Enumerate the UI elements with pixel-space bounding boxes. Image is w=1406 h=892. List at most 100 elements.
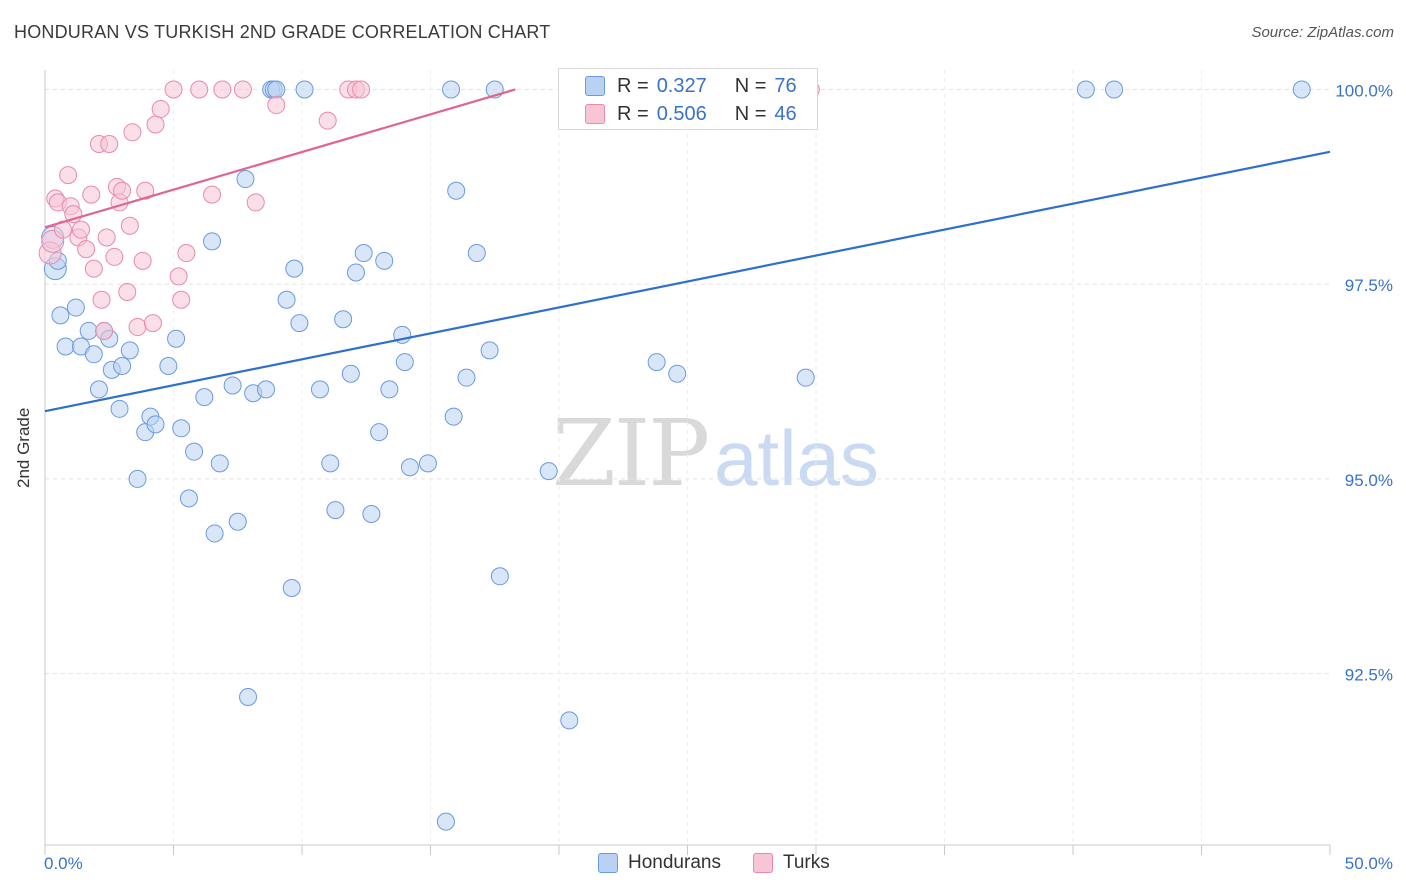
- honduran-point: [447, 181, 466, 200]
- honduran-point: [159, 356, 178, 375]
- honduran-point: [110, 399, 129, 418]
- turks-trend-line: [44, 88, 516, 229]
- r-label: R =: [617, 74, 649, 97]
- turks-swatch: [585, 104, 605, 124]
- honduran-point: [285, 259, 304, 278]
- honduran-point: [66, 298, 85, 317]
- honduran-point: [467, 244, 486, 263]
- legend-item-turks[interactable]: Turks: [752, 852, 830, 874]
- honduran-point: [51, 306, 70, 325]
- turk-point: [190, 80, 209, 99]
- honduran-point: [375, 251, 394, 270]
- honduran-point: [668, 364, 687, 383]
- turk-point: [95, 321, 114, 340]
- honduran-point: [120, 341, 139, 360]
- turk-point: [97, 228, 116, 247]
- chart-title: HONDURAN VS TURKISH 2ND GRADE CORRELATIO…: [14, 22, 551, 42]
- n-value-turks: 46: [774, 102, 797, 125]
- legend-row-turks: R = 0.506 N = 46: [585, 100, 797, 128]
- honduran-point: [185, 442, 204, 461]
- honduran-point: [282, 578, 301, 597]
- turks-legend-swatch: [752, 853, 773, 873]
- correlation-legend: R = 0.327 N = 76 R = 0.506 N = 46: [558, 68, 818, 130]
- honduran-point: [326, 501, 345, 520]
- honduran-point: [267, 80, 286, 99]
- honduran-point: [490, 567, 509, 586]
- honduran-point: [205, 524, 224, 543]
- hondurans-swatch: [585, 76, 605, 96]
- honduran-point: [334, 310, 353, 329]
- y-tick-label: 97.5%: [1345, 276, 1393, 295]
- zipatlas-watermark: ZIPatlas: [552, 400, 879, 507]
- turk-point: [105, 247, 124, 266]
- turk-point: [82, 185, 101, 204]
- honduran-point: [1105, 80, 1124, 99]
- r-label: R =: [617, 102, 649, 125]
- turk-point: [128, 318, 147, 337]
- honduran-point: [210, 454, 229, 473]
- honduran-point: [436, 812, 455, 831]
- honduran-point: [370, 423, 389, 442]
- turk-point: [92, 290, 111, 309]
- honduran-point: [321, 454, 340, 473]
- turk-point: [172, 290, 191, 309]
- turk-point: [123, 123, 142, 142]
- honduran-point: [310, 380, 329, 399]
- honduran-point: [277, 290, 296, 309]
- honduran-point: [380, 380, 399, 399]
- y-tick-label: 100.0%: [1335, 81, 1393, 100]
- turk-point: [267, 96, 286, 115]
- turk-point: [213, 80, 232, 99]
- watermark-atlas: atlas: [714, 414, 879, 502]
- n-label: N =: [734, 74, 767, 97]
- x-tick-label-max: 50.0%: [1345, 854, 1393, 873]
- honduran-point: [796, 368, 815, 387]
- turk-point: [164, 80, 183, 99]
- honduran-point: [172, 419, 191, 438]
- y-tick-label: 92.5%: [1345, 666, 1393, 685]
- honduran-point: [223, 376, 242, 395]
- y-tick-label: 95.0%: [1345, 471, 1393, 490]
- honduran-point: [444, 407, 463, 426]
- honduran-point: [442, 80, 461, 99]
- turks-legend-label: Turks: [782, 852, 830, 873]
- turk-point: [100, 134, 119, 153]
- honduran-point: [257, 380, 276, 399]
- turk-point: [169, 267, 188, 286]
- honduran-point: [480, 341, 499, 360]
- turk-point: [136, 181, 155, 200]
- turk-point: [77, 240, 96, 259]
- honduran-point: [236, 170, 255, 189]
- turk-point: [177, 244, 196, 263]
- honduran-point: [295, 80, 314, 99]
- honduran-point: [647, 353, 666, 372]
- honduran-point: [84, 345, 103, 364]
- source-credit[interactable]: Source: ZipAtlas.com: [1251, 24, 1394, 41]
- legend-row-hondurans: R = 0.327 N = 76: [585, 72, 797, 100]
- turk-point: [352, 80, 371, 99]
- honduran-point: [179, 489, 198, 508]
- hondurans-legend-label: Hondurans: [628, 852, 721, 873]
- honduran-point: [239, 688, 258, 707]
- honduran-point: [346, 263, 365, 282]
- honduran-point: [146, 415, 165, 434]
- honduran-point: [167, 329, 186, 348]
- honduran-point: [203, 232, 222, 251]
- hondurans-trend-line: [44, 150, 1331, 413]
- r-value-turks: 0.506: [656, 102, 707, 125]
- turk-point: [84, 259, 103, 278]
- turk-point: [203, 185, 222, 204]
- honduran-point: [354, 244, 373, 263]
- turk-point: [59, 166, 78, 185]
- turk-point: [71, 220, 90, 239]
- turk-point: [146, 115, 165, 134]
- turk-point: [233, 80, 252, 99]
- honduran-point: [362, 504, 381, 523]
- legend-item-hondurans[interactable]: Hondurans: [598, 852, 721, 874]
- honduran-point: [79, 321, 98, 340]
- hondurans-legend-swatch: [598, 853, 618, 873]
- turk-point: [143, 314, 162, 333]
- turk-point: [120, 216, 139, 235]
- honduran-point: [560, 711, 579, 730]
